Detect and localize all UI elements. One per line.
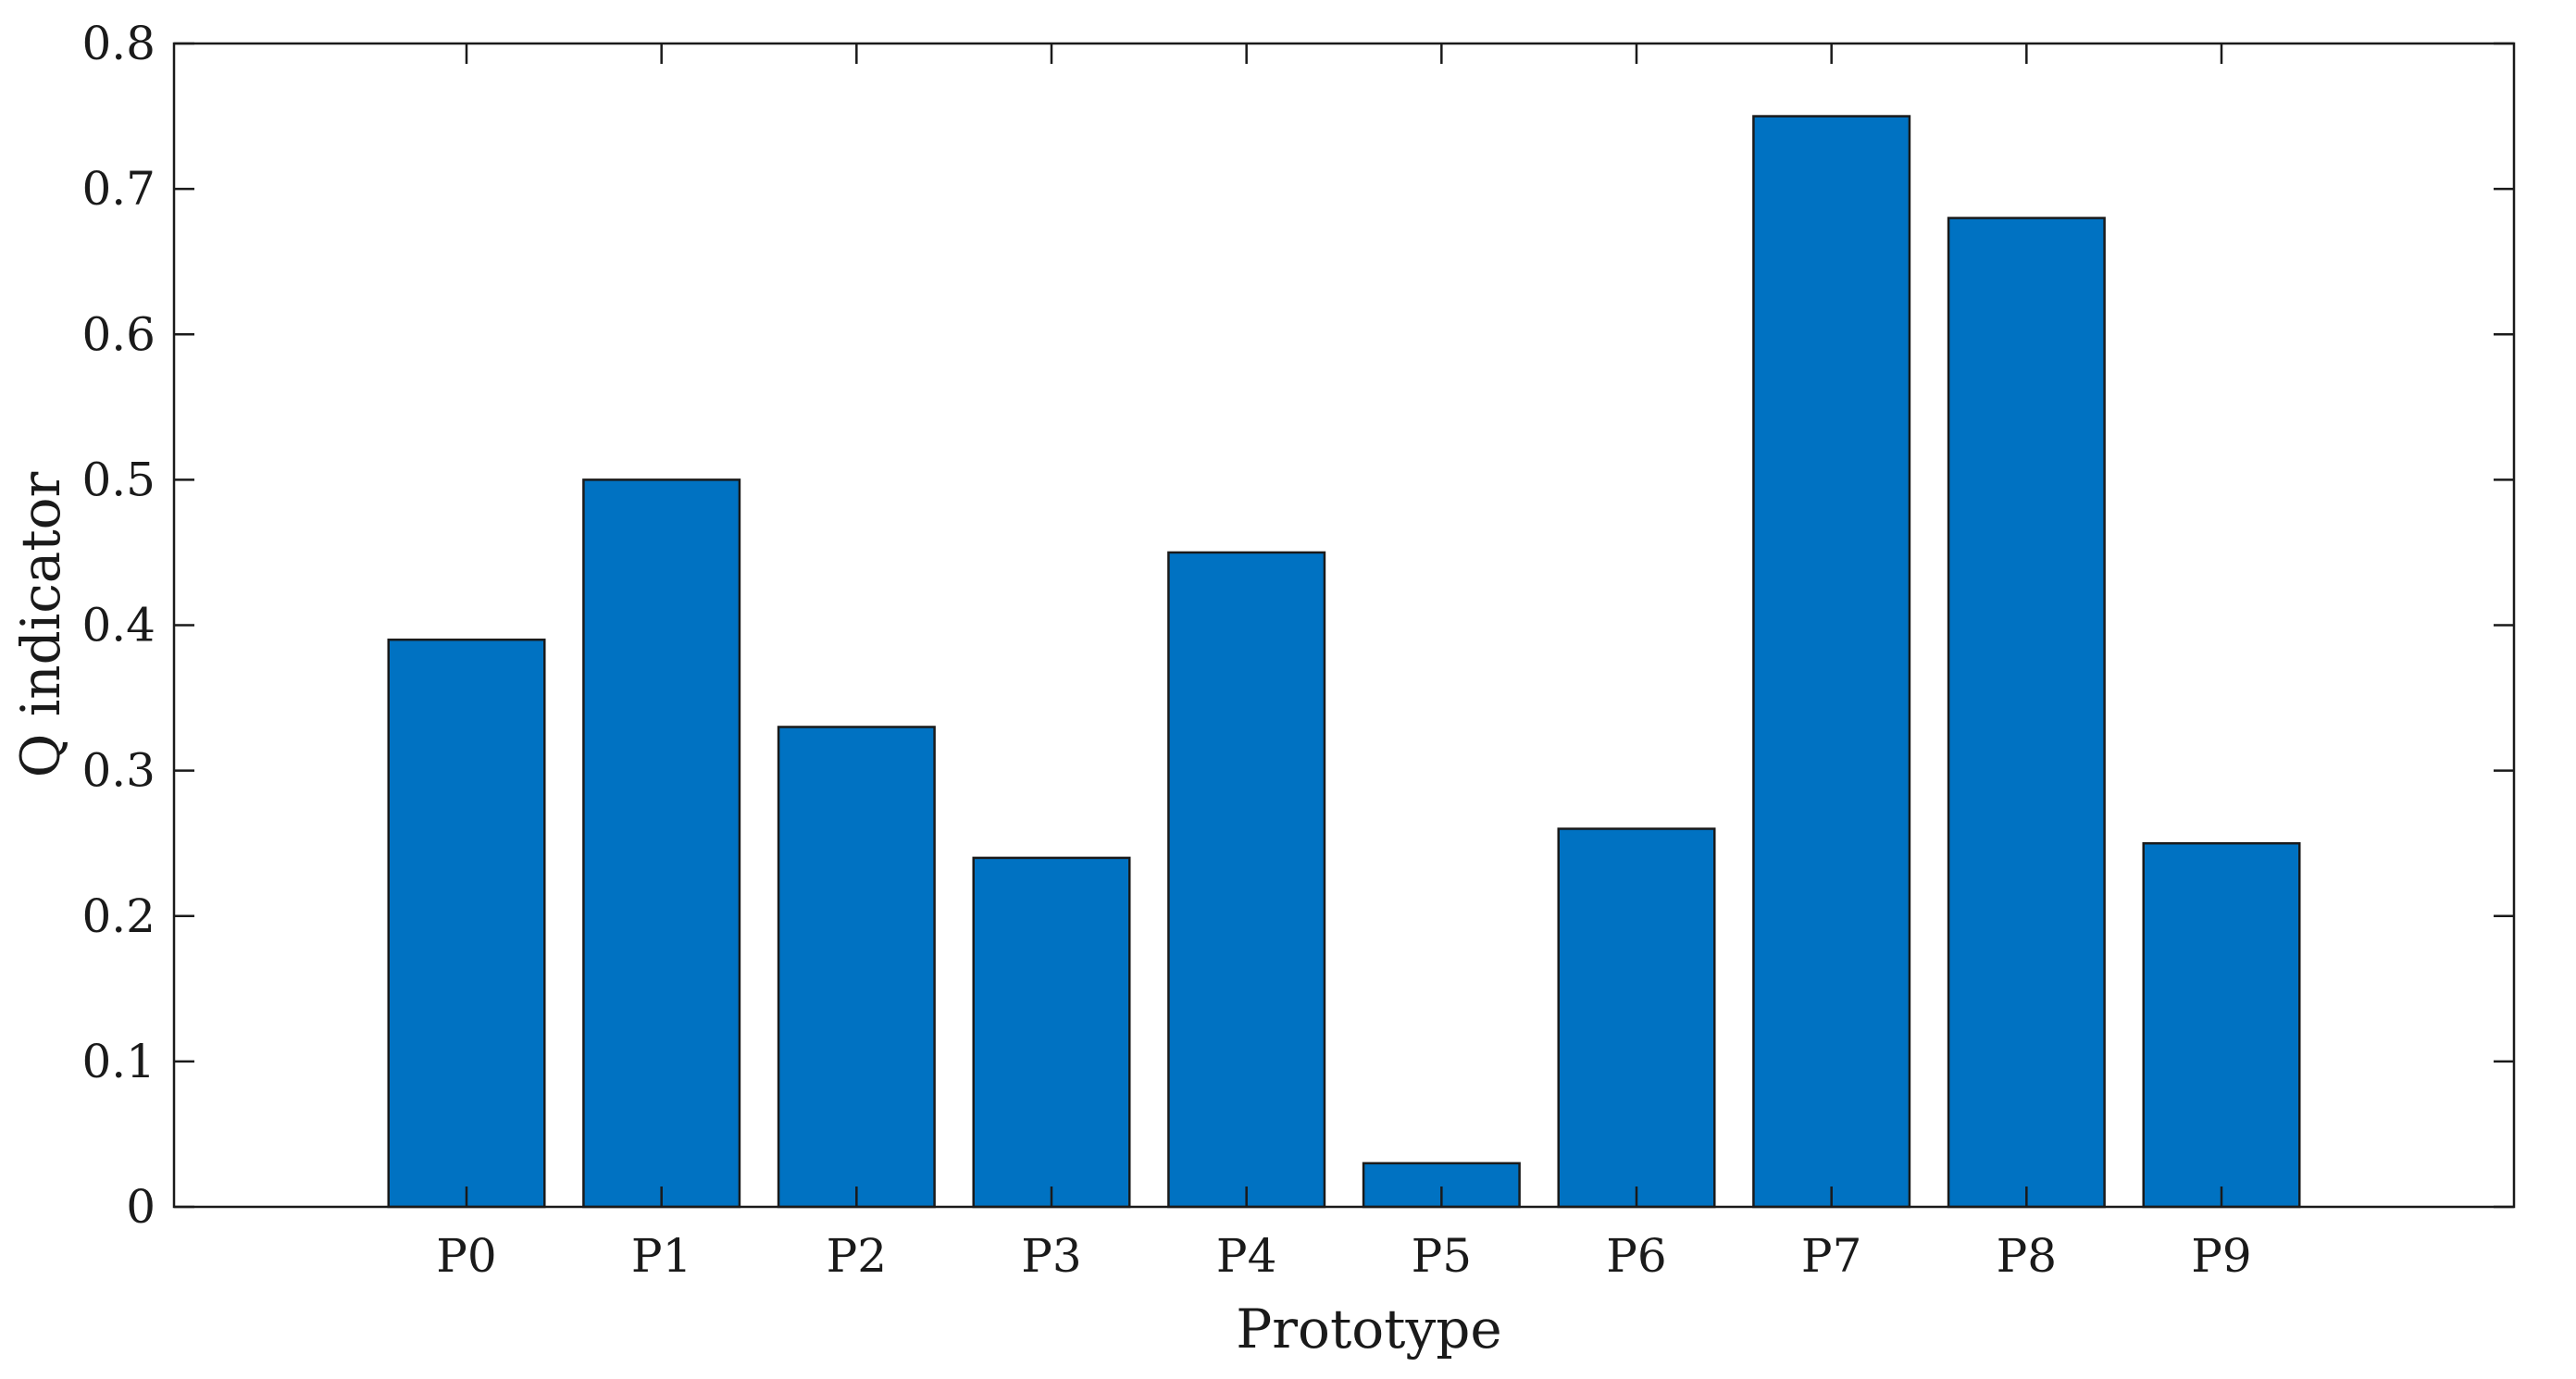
bars-layer	[387, 115, 2301, 1209]
labels-layer: 0 0.1 0.2 0.3 0.4 0.5 0.6 0.7 0.8 P0 P1 P2 P3 P4 P5 P6 P…	[81, 17, 2251, 1283]
x-tick-label-p0: P0	[436, 1229, 496, 1283]
y-tick-label: 0.7	[81, 162, 156, 216]
x-tick-label-p4: P4	[1216, 1229, 1276, 1283]
x-tick-label-p7: P7	[1801, 1229, 1861, 1283]
x-tick-label-p2: P2	[827, 1229, 887, 1283]
y-tick-label: 0.5	[81, 453, 156, 506]
y-tick-label: 0.1	[81, 1035, 156, 1088]
y-tick-label: 0.2	[81, 889, 156, 943]
bar-p9	[2142, 841, 2301, 1209]
y-tick-label: 0.4	[81, 599, 156, 652]
x-tick-label-p5: P5	[1412, 1229, 1472, 1283]
y-tick-label: 0	[126, 1180, 156, 1234]
x-tick-label-p9: P9	[2191, 1229, 2251, 1283]
y-tick-label: 0.3	[81, 744, 156, 798]
x-tick-label-p8: P8	[1997, 1229, 2057, 1283]
y-tick-label: 0.6	[81, 307, 156, 361]
bar-p1	[582, 478, 741, 1209]
bar-p4	[1167, 551, 1326, 1209]
x-tick-label-p6: P6	[1606, 1229, 1666, 1283]
bar-p0	[387, 638, 546, 1209]
x-tick-label-p1: P1	[631, 1229, 691, 1283]
bar-p7	[1752, 115, 1911, 1209]
x-axis-title: Prototype	[1236, 1298, 1501, 1360]
bar-p8	[1947, 217, 2106, 1209]
bar-p3	[972, 856, 1131, 1209]
y-axis-title: Q indicator	[9, 471, 72, 777]
ticks-layer	[174, 42, 2514, 1209]
bar-p6	[1557, 827, 1716, 1209]
y-tick-label: 0.8	[81, 17, 156, 70]
x-tick-label-p3: P3	[1021, 1229, 1081, 1283]
bar-p2	[777, 726, 936, 1209]
